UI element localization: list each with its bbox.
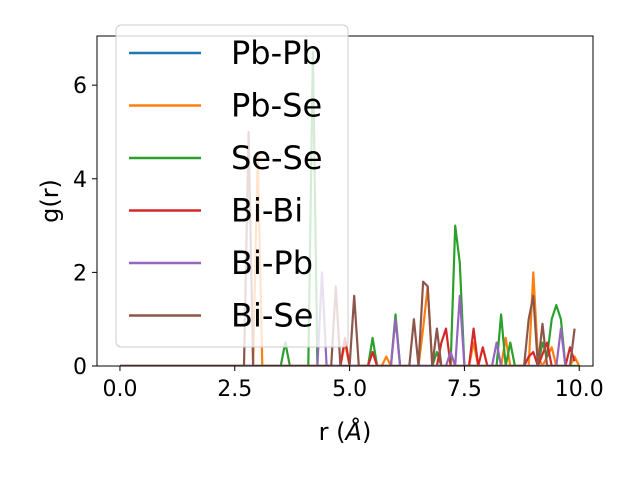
y-tick-label: 0 — [73, 355, 87, 380]
series-line-bi-se — [120, 130, 576, 366]
series-line-bi-pb — [120, 271, 567, 366]
x-tick-label: 2.5 — [217, 377, 252, 402]
legend: Pb-Pb Pb-Se Se-Se Bi-Bi Bi-Pb Bi-Se — [115, 24, 349, 348]
y-tick-label: 4 — [73, 168, 87, 193]
y-axis-label: g(r) — [36, 179, 64, 223]
legend-label-bi-se: Bi-Se — [231, 297, 313, 335]
x-tick-label: 0.0 — [102, 377, 137, 402]
y-tick-label: 6 — [73, 74, 87, 99]
x-tick-label: 7.5 — [447, 377, 482, 402]
x-axis-label: r (Å) — [319, 417, 372, 446]
legend-label-pb-pb: Pb-Pb — [231, 34, 322, 72]
y-tick-label: 2 — [73, 261, 87, 286]
ticks-layer: 0.0 2.5 5.0 7.5 10.0 0 2 4 6 — [73, 74, 604, 402]
x-tick-label: 5.0 — [332, 377, 367, 402]
legend-label-se-se: Se-Se — [231, 139, 323, 177]
legend-label-bi-bi: Bi-Bi — [231, 192, 303, 230]
x-tick-label: 10.0 — [555, 377, 604, 402]
series-line-bi-bi — [120, 327, 576, 366]
legend-label-pb-se: Pb-Se — [231, 87, 322, 125]
legend-label-bi-pb: Bi-Pb — [231, 244, 313, 282]
